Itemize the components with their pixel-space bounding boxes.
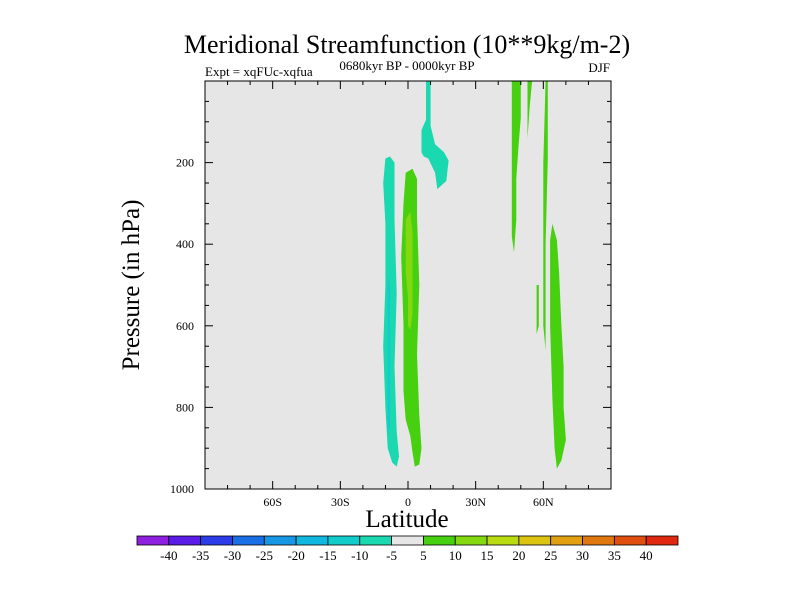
colorbar-box-16 — [645, 535, 679, 546]
colorbar-box-9 — [423, 535, 456, 546]
colorbar-label-7: -5 — [386, 548, 397, 563]
chart-title: Meridional Streamfunction (10**9kg/m-2) — [184, 30, 630, 59]
colorbar-box-14 — [582, 535, 615, 546]
colorbar-box-13 — [550, 535, 583, 546]
colorbar-box-7 — [359, 535, 392, 546]
contour-region-6 — [527, 81, 533, 139]
colorbar-label-13: 30 — [576, 548, 589, 563]
contour-region-9 — [536, 285, 539, 334]
contour-region-0 — [383, 156, 399, 467]
colorbar-label-14: 35 — [608, 548, 621, 563]
x-tick-label-4: 60N — [533, 495, 554, 509]
colorbar-label-15: 40 — [640, 548, 653, 563]
contour-region-2 — [421, 81, 449, 190]
colorbar-box-6 — [327, 535, 361, 546]
y-tick-label-2: 600 — [176, 319, 194, 333]
colorbar-box-2 — [200, 535, 233, 546]
chart-subtitle-right: DJF — [588, 60, 610, 75]
contour-region-7 — [543, 81, 548, 351]
x-tick-label-3: 30N — [465, 495, 486, 509]
y-tick-label-0: 200 — [176, 156, 194, 170]
colorbar-box-3 — [232, 535, 265, 546]
colorbar-label-6: -10 — [351, 548, 368, 563]
colorbar: -40 -35 -30 -25 -20 -15 -10 -5 5 10 15 20 25 30 35 40 — [136, 535, 679, 563]
x-tick-label-0: 60S — [263, 495, 282, 509]
contour-region-8 — [550, 223, 566, 469]
colorbar-label-10: 15 — [481, 548, 494, 563]
colorbar-label-5: -15 — [319, 548, 336, 563]
colorbar-box-5 — [295, 535, 329, 546]
colorbar-label-8: 5 — [420, 548, 427, 563]
y-tick-label-1: 400 — [176, 237, 194, 251]
colorbar-box-1 — [168, 535, 202, 546]
colorbar-label-1: -35 — [192, 548, 209, 563]
contour-region-1 — [387, 276, 390, 432]
colorbar-label-4: -20 — [287, 548, 304, 563]
ticks-layer: 60S 30S 0 30N 60N 200 400 600 800 1000 — [170, 81, 611, 509]
y-tick-label-4: 1000 — [170, 482, 194, 496]
x-axis-label: Latitude — [365, 506, 448, 533]
chart-subtitle-center: 0680kyr BP - 0000kyr BP — [339, 58, 474, 73]
colorbar-box-10 — [454, 535, 488, 546]
colorbar-box-12 — [518, 535, 552, 546]
colorbar-label-9: 10 — [449, 548, 462, 563]
colorbar-label-2: -30 — [224, 548, 241, 563]
y-axis-label: Pressure (in hPa) — [118, 200, 145, 371]
chart-subtitle-left: Expt = xqFUc-xqfua — [205, 64, 313, 79]
colorbar-box-4 — [263, 535, 297, 546]
colorbar-label-0: -40 — [160, 548, 177, 563]
colorbar-box-11 — [486, 535, 520, 546]
x-tick-label-1: 30S — [331, 495, 350, 509]
colorbar-label-11: 20 — [512, 548, 525, 563]
contour-region-4 — [405, 211, 413, 330]
colorbar-box-8 — [391, 535, 424, 546]
contour-layer — [383, 81, 566, 469]
colorbar-box-0 — [136, 535, 170, 546]
colorbar-label-12: 25 — [544, 548, 557, 563]
colorbar-box-15 — [613, 535, 647, 546]
contour-region-5 — [511, 81, 521, 253]
x-tick-label-2: 0 — [405, 495, 411, 509]
colorbar-label-3: -25 — [256, 548, 273, 563]
y-tick-label-3: 800 — [176, 400, 194, 414]
